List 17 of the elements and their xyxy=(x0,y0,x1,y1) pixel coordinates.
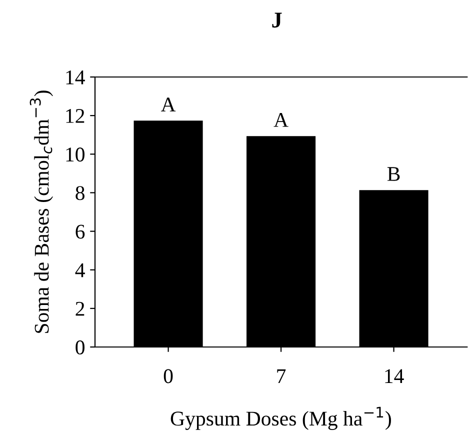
y-axis-title: Soma de Bases (cmol$_{c}$dm$^{−3}$) xyxy=(30,90,54,333)
annotation: B xyxy=(387,167,400,181)
x-tick-label: 7 xyxy=(277,369,286,383)
y-tick-label: 14 xyxy=(66,70,85,84)
y-tick-label: 4 xyxy=(75,263,85,278)
annotation: A xyxy=(160,98,176,112)
y-tick-label: 8 xyxy=(76,186,84,200)
y-tick-label: 2 xyxy=(76,302,84,316)
y-tick-label: 10 xyxy=(66,148,84,162)
x-tick-label: 14 xyxy=(385,369,404,383)
y-tick-label: 0 xyxy=(76,340,84,354)
chart-title: J xyxy=(272,12,282,28)
annotation: A xyxy=(274,113,288,127)
x-tick-label: 0 xyxy=(164,369,173,384)
y-tick-label: 12 xyxy=(66,109,84,123)
x-axis-title: Gypsum Doses (Mg ha$^{−1}$) xyxy=(170,406,391,430)
y-tick-label: 6 xyxy=(76,224,85,239)
